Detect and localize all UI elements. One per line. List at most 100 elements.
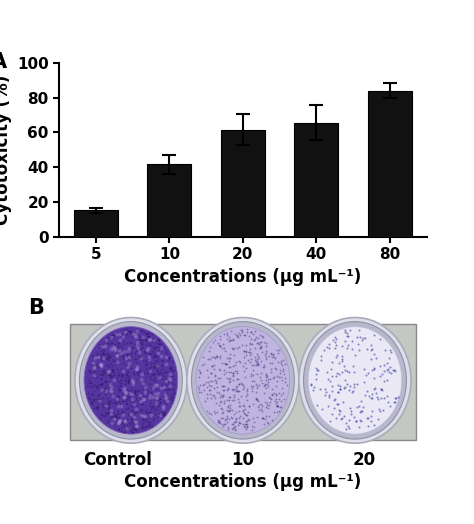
Point — [203, 406, 210, 414]
Point — [119, 326, 127, 334]
Point — [248, 340, 255, 348]
Point — [359, 335, 366, 344]
Point — [112, 413, 120, 421]
Point — [230, 418, 238, 426]
Point — [128, 410, 135, 418]
Point — [128, 424, 136, 433]
Point — [157, 384, 164, 392]
Point — [337, 385, 344, 394]
Point — [94, 368, 102, 376]
Point — [206, 355, 214, 363]
Point — [149, 370, 156, 379]
Point — [209, 353, 216, 362]
Point — [110, 370, 118, 379]
Point — [104, 416, 112, 424]
Point — [166, 376, 173, 384]
Point — [139, 415, 146, 423]
Point — [118, 379, 125, 387]
Point — [133, 396, 140, 404]
Point — [152, 362, 159, 370]
Point — [163, 389, 171, 397]
Point — [330, 403, 337, 412]
Point — [241, 410, 249, 419]
Point — [150, 362, 157, 370]
Point — [138, 327, 146, 335]
Point — [107, 333, 114, 341]
Point — [126, 392, 133, 400]
Point — [107, 405, 115, 413]
Point — [272, 381, 280, 390]
Point — [248, 421, 256, 430]
Point — [142, 336, 150, 344]
Point — [334, 387, 342, 396]
Point — [213, 383, 221, 391]
Point — [99, 348, 107, 357]
Point — [115, 410, 122, 419]
Point — [109, 372, 116, 380]
Point — [264, 404, 272, 412]
Point — [92, 395, 100, 403]
Point — [392, 394, 399, 402]
Point — [197, 388, 204, 396]
Point — [129, 398, 137, 407]
Point — [90, 370, 98, 379]
Point — [162, 399, 170, 407]
Point — [357, 397, 365, 405]
Point — [246, 345, 254, 353]
Point — [92, 382, 100, 390]
Point — [143, 329, 151, 337]
Point — [132, 358, 140, 366]
Point — [363, 387, 371, 396]
Point — [92, 370, 100, 378]
Point — [97, 380, 105, 388]
Point — [255, 352, 262, 361]
Point — [216, 332, 224, 341]
Point — [266, 394, 274, 402]
Point — [252, 394, 260, 402]
Point — [90, 403, 98, 412]
Point — [131, 378, 138, 387]
Point — [133, 341, 141, 350]
Point — [339, 413, 346, 422]
Point — [217, 391, 225, 400]
Point — [275, 346, 283, 354]
Point — [260, 333, 267, 341]
Point — [152, 399, 160, 407]
Point — [263, 339, 270, 347]
Point — [251, 353, 259, 362]
Point — [152, 381, 159, 389]
Point — [237, 391, 245, 400]
Point — [130, 424, 137, 433]
Point — [234, 387, 242, 395]
Point — [128, 327, 135, 335]
Point — [226, 354, 234, 362]
Point — [114, 397, 122, 406]
Point — [128, 417, 136, 425]
Point — [219, 405, 226, 413]
Point — [376, 407, 383, 416]
Point — [236, 418, 243, 426]
Point — [144, 420, 152, 429]
Point — [164, 367, 171, 376]
Point — [165, 353, 173, 362]
Point — [218, 397, 225, 405]
Point — [91, 354, 99, 362]
Point — [100, 365, 108, 374]
Point — [346, 386, 353, 394]
Point — [252, 326, 259, 335]
Point — [108, 367, 116, 376]
Point — [328, 387, 336, 395]
Point — [134, 333, 141, 341]
Point — [109, 391, 117, 400]
Point — [130, 331, 138, 340]
Point — [374, 415, 381, 423]
Point — [122, 397, 130, 405]
Point — [106, 371, 114, 379]
Text: B: B — [28, 298, 44, 318]
Point — [129, 378, 137, 387]
Point — [143, 389, 151, 397]
Point — [141, 360, 149, 368]
Point — [115, 346, 123, 355]
Point — [155, 411, 162, 420]
Point — [338, 355, 346, 364]
